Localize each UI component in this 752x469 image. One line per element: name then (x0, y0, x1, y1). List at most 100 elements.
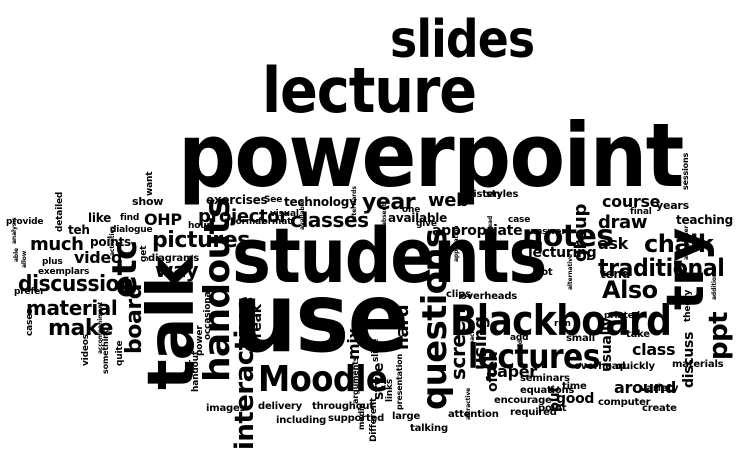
word-mix: mix (344, 328, 363, 360)
word-ask: ask (598, 234, 629, 253)
word-overheads: overheads (460, 291, 518, 302)
word-available2: available (299, 200, 306, 230)
word-find: find (120, 213, 140, 223)
word-able: able (13, 248, 20, 262)
word-allow: allow (21, 250, 28, 268)
word-arguments: arguments (351, 356, 360, 404)
word-throughout: throughout (312, 401, 374, 412)
word-class: class (632, 340, 676, 359)
word-one: one (402, 205, 421, 215)
word-discussion: discussion (18, 272, 134, 297)
word-equations: equations (520, 385, 575, 396)
word-Blackboard: Blackboard (450, 296, 672, 345)
word-point: point (538, 403, 567, 414)
word-add: add (510, 333, 529, 343)
word-points: points (90, 235, 131, 249)
word-variety: variety (640, 383, 679, 394)
word-years: years (656, 199, 689, 212)
word-presentation: presentation (395, 353, 404, 410)
word-make: make (48, 316, 113, 341)
word-See: See (264, 195, 283, 205)
word-detailed: detailed (55, 191, 65, 232)
word-attention: attention (448, 409, 499, 420)
word-theory: theory (683, 289, 693, 322)
word-prefer: prefer (14, 287, 45, 297)
word-show: show (132, 195, 164, 208)
word-listen: listen (470, 189, 501, 200)
word-good: good (556, 391, 595, 407)
word-video: video (74, 248, 122, 267)
word-run: run (554, 319, 571, 329)
word-handout: handout (191, 351, 201, 392)
word-images: images (206, 403, 246, 414)
word-hour: hour (188, 221, 211, 231)
word-large: large (392, 411, 421, 422)
word-hard: hard (392, 304, 413, 350)
word-supported: supported (328, 413, 385, 424)
word-including: including (276, 415, 327, 426)
word-course: course (602, 192, 661, 211)
word-materials: materials (672, 359, 724, 370)
word-altogether: altogether (683, 225, 690, 260)
word-get: get (139, 245, 149, 262)
word-teh: teh (68, 223, 90, 237)
word-exemplars: exemplars (38, 267, 90, 277)
word-seminars: seminars (520, 373, 570, 384)
word-appropriate: appropriate (432, 223, 523, 239)
word-want: want (145, 171, 155, 196)
word-approach: approach (469, 329, 476, 360)
word-talking: talking (410, 423, 448, 434)
word-available: available (388, 211, 448, 225)
word-styles: styles (486, 189, 519, 200)
word-required: required (510, 407, 557, 418)
word-afterwards: afterwards (351, 186, 358, 222)
word-tend: tend (600, 267, 631, 281)
word-Different: Different (369, 397, 379, 442)
word-links: links (385, 378, 395, 402)
word-final: final (630, 207, 652, 217)
word-use: use (232, 262, 409, 374)
word-OHP: OHP (144, 210, 182, 229)
word-analysis: analysis (11, 217, 18, 244)
word-powerpoint: powerpoint (178, 104, 684, 207)
word-slides: slides (390, 10, 535, 70)
word-application: application (453, 225, 460, 262)
word-visual: visual (270, 209, 299, 219)
word-much: much (30, 234, 84, 255)
word-Moodle: Moodle (258, 359, 388, 400)
word-students: students (232, 211, 547, 300)
word-web: web (428, 190, 469, 211)
word-slide: slide (371, 338, 381, 362)
word-lecture: lecture (262, 54, 477, 127)
word-answer: answer (530, 227, 566, 237)
word-cases: cases (25, 308, 35, 336)
word-technology: technology (284, 195, 357, 209)
word-media: media (357, 403, 366, 430)
word-diagrams: diagrams (148, 253, 199, 264)
word-plus: plus (42, 257, 63, 267)
word-notes: notes (522, 219, 614, 254)
word-dialogue: dialogue (110, 225, 153, 235)
word-aid: aid (517, 339, 524, 350)
word-traditional: traditional (598, 254, 725, 282)
word-encourage: encourage (494, 395, 552, 406)
word-like: like (88, 211, 112, 225)
word-small: small (566, 333, 595, 344)
word-projector: projector (198, 206, 288, 227)
word-time: time (562, 381, 587, 392)
word-ppt: ppt (704, 311, 734, 360)
word-lot: lot (538, 267, 553, 278)
word-pictures: pictures (152, 228, 250, 253)
word-material: material (26, 296, 118, 320)
word-around: around (614, 378, 676, 397)
word-exercises: exercises (206, 193, 268, 207)
word-alternative: alternative (567, 254, 574, 290)
word-activities: activities (109, 226, 116, 256)
word-way: way (155, 258, 199, 282)
word-videos: videos (81, 334, 91, 366)
word-attractive: attractive (465, 387, 472, 420)
word-sessions: sessions (681, 152, 690, 190)
word-take: take (626, 329, 650, 340)
word-give: give (416, 219, 437, 229)
word-quickly: quickly (616, 361, 655, 372)
